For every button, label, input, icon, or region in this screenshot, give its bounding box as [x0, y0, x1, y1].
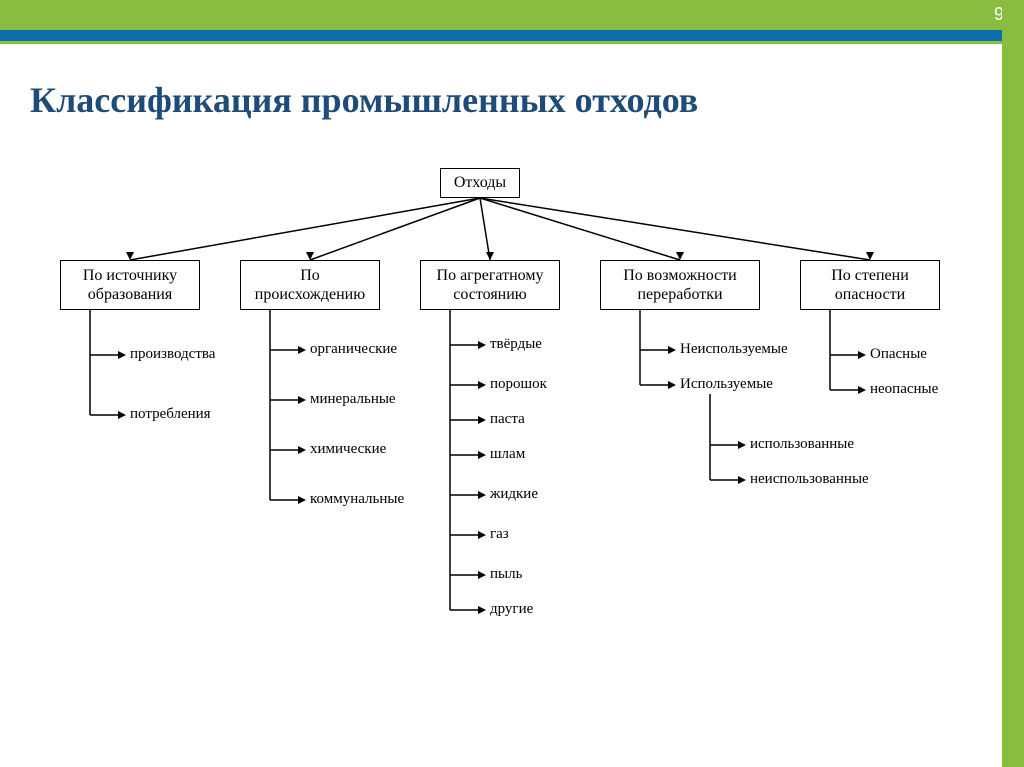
- arrow-icon: [738, 441, 746, 449]
- leaf-item: органические: [310, 341, 397, 358]
- arrow-icon: [486, 252, 494, 260]
- category-box: По происхождению: [240, 260, 380, 310]
- category-box: По возможности переработки: [600, 260, 760, 310]
- arrow-icon: [478, 491, 486, 499]
- leaf-item: использованные: [750, 436, 854, 453]
- side-stripe: [1002, 0, 1024, 767]
- arrow-icon: [858, 386, 866, 394]
- leaf-item: газ: [490, 526, 509, 543]
- leaf-item: Неиспользуемые: [680, 341, 788, 358]
- arrow-icon: [668, 346, 676, 354]
- leaf-item: Используемые: [680, 376, 773, 393]
- leaf-item: минеральные: [310, 391, 396, 408]
- sub-header-bar: [0, 30, 1024, 44]
- category-box: По источнику образования: [60, 260, 200, 310]
- arrow-icon: [478, 606, 486, 614]
- leaf-item: коммунальные: [310, 491, 404, 508]
- arrow-icon: [298, 496, 306, 504]
- leaf-item: потребления: [130, 406, 211, 423]
- arrow-icon: [866, 252, 874, 260]
- leaf-item: пыль: [490, 566, 522, 583]
- leaf-item: неопасные: [870, 381, 938, 398]
- leaf-item: твёрдые: [490, 336, 542, 353]
- classification-diagram: Отходы По источнику образования По проис…: [0, 150, 1000, 750]
- arrow-icon: [298, 346, 306, 354]
- arrow-icon: [676, 252, 684, 260]
- leaf-item: шлам: [490, 446, 525, 463]
- arrow-icon: [118, 351, 126, 359]
- arrow-icon: [478, 571, 486, 579]
- arrow-icon: [858, 351, 866, 359]
- arrow-icon: [298, 396, 306, 404]
- header-bar: 9: [0, 0, 1024, 30]
- arrow-icon: [478, 381, 486, 389]
- arrow-icon: [118, 411, 126, 419]
- arrow-icon: [668, 381, 676, 389]
- page-title: Классификация промышленных отходов: [30, 79, 1024, 121]
- arrow-icon: [478, 341, 486, 349]
- arrow-icon: [478, 416, 486, 424]
- category-box: По агрегатному состоянию: [420, 260, 560, 310]
- category-box: По степени опасности: [800, 260, 940, 310]
- arrow-icon: [738, 476, 746, 484]
- arrow-icon: [306, 252, 314, 260]
- leaf-item: другие: [490, 601, 533, 618]
- arrow-icon: [126, 252, 134, 260]
- leaf-item: неиспользованные: [750, 471, 869, 488]
- leaf-item: порошок: [490, 376, 547, 393]
- arrow-icon: [298, 446, 306, 454]
- arrow-icon: [478, 531, 486, 539]
- arrow-icon: [478, 451, 486, 459]
- leaf-item: производства: [130, 346, 215, 363]
- leaf-item: жидкие: [490, 486, 538, 503]
- leaf-item: Опасные: [870, 346, 927, 363]
- leaf-item: паста: [490, 411, 525, 428]
- root-node: Отходы: [440, 168, 520, 198]
- leaf-item: химические: [310, 441, 386, 458]
